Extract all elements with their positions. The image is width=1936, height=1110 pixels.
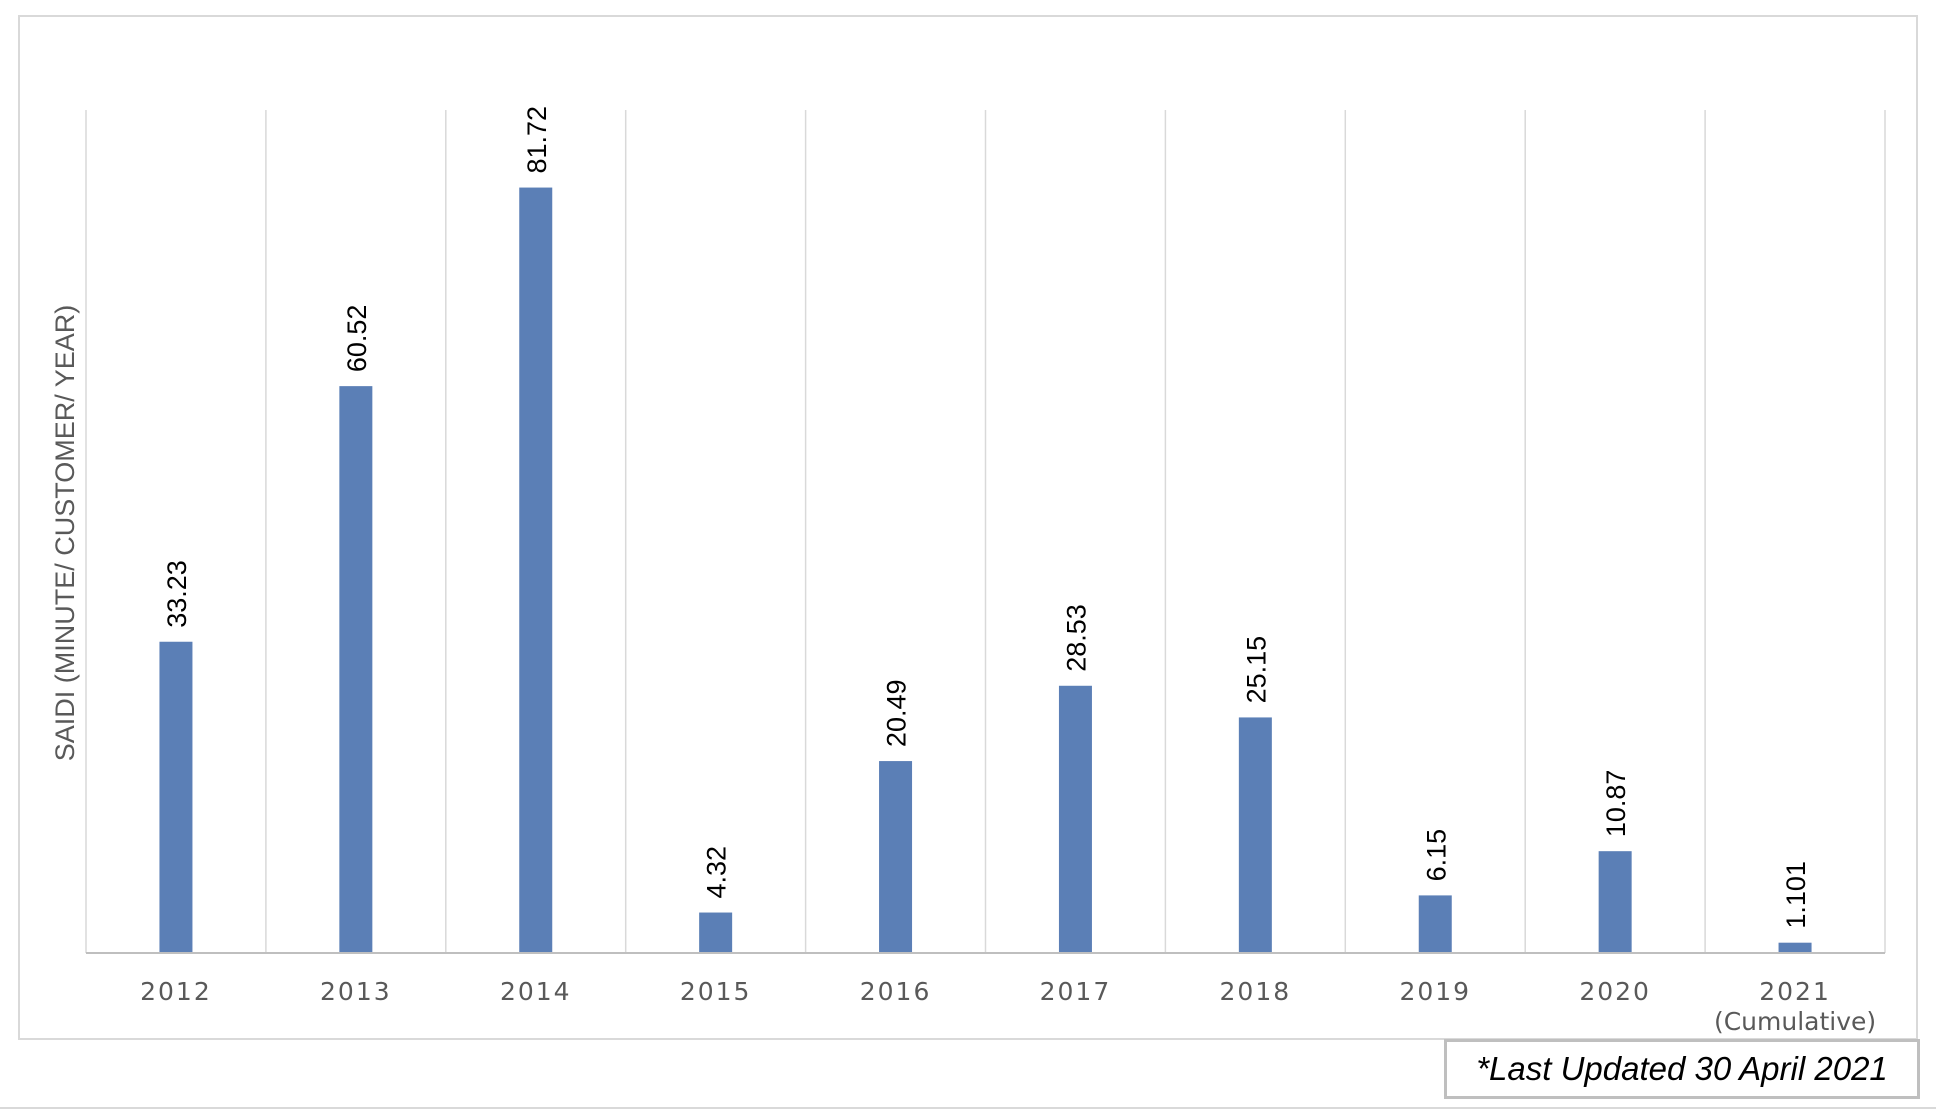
bar-2021 — [1778, 942, 1812, 953]
bar-2018 — [1238, 717, 1272, 953]
data-label-2015: 4.32 — [702, 846, 732, 899]
data-label-2019: 6.15 — [1421, 829, 1451, 882]
bar-2013 — [339, 386, 373, 953]
data-label-2018: 25.15 — [1241, 636, 1271, 704]
data-label-2016: 20.49 — [882, 679, 912, 747]
x-tick-label-2019: 2019 — [1399, 977, 1471, 1006]
bar-2019 — [1418, 895, 1452, 953]
bar-2017 — [1058, 685, 1092, 953]
grid-lines — [85, 110, 1886, 953]
x-tick-label-2017: 2017 — [1040, 977, 1112, 1006]
x-tick-sublabel-2021: (Cumulative) — [1714, 1007, 1876, 1036]
bar-2016 — [879, 761, 913, 953]
bar-2020 — [1598, 851, 1632, 953]
bar-2015 — [699, 912, 733, 953]
data-labels: 33.23 60.52 81.72 4.32 20.49 28.53 25.15 6.15 10… — [162, 106, 1811, 929]
data-label-2017: 28.53 — [1061, 604, 1091, 672]
x-tick-label-2020: 2020 — [1579, 977, 1651, 1006]
x-tick-label-2018: 2018 — [1220, 977, 1292, 1006]
bar-2014 — [519, 187, 553, 953]
x-tick-label-2014: 2014 — [500, 977, 572, 1006]
data-label-2020: 10.87 — [1601, 770, 1631, 838]
data-label-2013: 60.52 — [342, 305, 372, 373]
data-label-2014: 81.72 — [522, 106, 552, 174]
x-tick-label-2013: 2013 — [320, 977, 392, 1006]
last-updated-text: *Last Updated 30 April 2021 — [1476, 1050, 1888, 1087]
last-updated-note: *Last Updated 30 April 2021 — [1444, 1039, 1920, 1099]
bar-chart: SAIDI (MINUTE/ CUSTOMER/ YEAR) 33.23 60.5… — [50, 106, 1886, 1036]
x-tick-label-2015: 2015 — [680, 977, 752, 1006]
x-tick-label-2012: 2012 — [140, 977, 212, 1006]
bars — [159, 187, 1812, 953]
bar-2012 — [159, 641, 193, 953]
x-axis-ticks: 2012 2013 2014 2015 2016 2017 2018 2019 2020 2021… — [140, 977, 1876, 1036]
x-tick-label-2021: 2021 — [1759, 977, 1831, 1006]
data-label-2021: 1.101 — [1781, 861, 1811, 929]
bottom-divider — [0, 1107, 1936, 1109]
data-label-2012: 33.23 — [162, 560, 192, 628]
x-tick-label-2016: 2016 — [860, 977, 932, 1006]
y-axis-label: SAIDI (MINUTE/ CUSTOMER/ YEAR) — [50, 305, 80, 762]
